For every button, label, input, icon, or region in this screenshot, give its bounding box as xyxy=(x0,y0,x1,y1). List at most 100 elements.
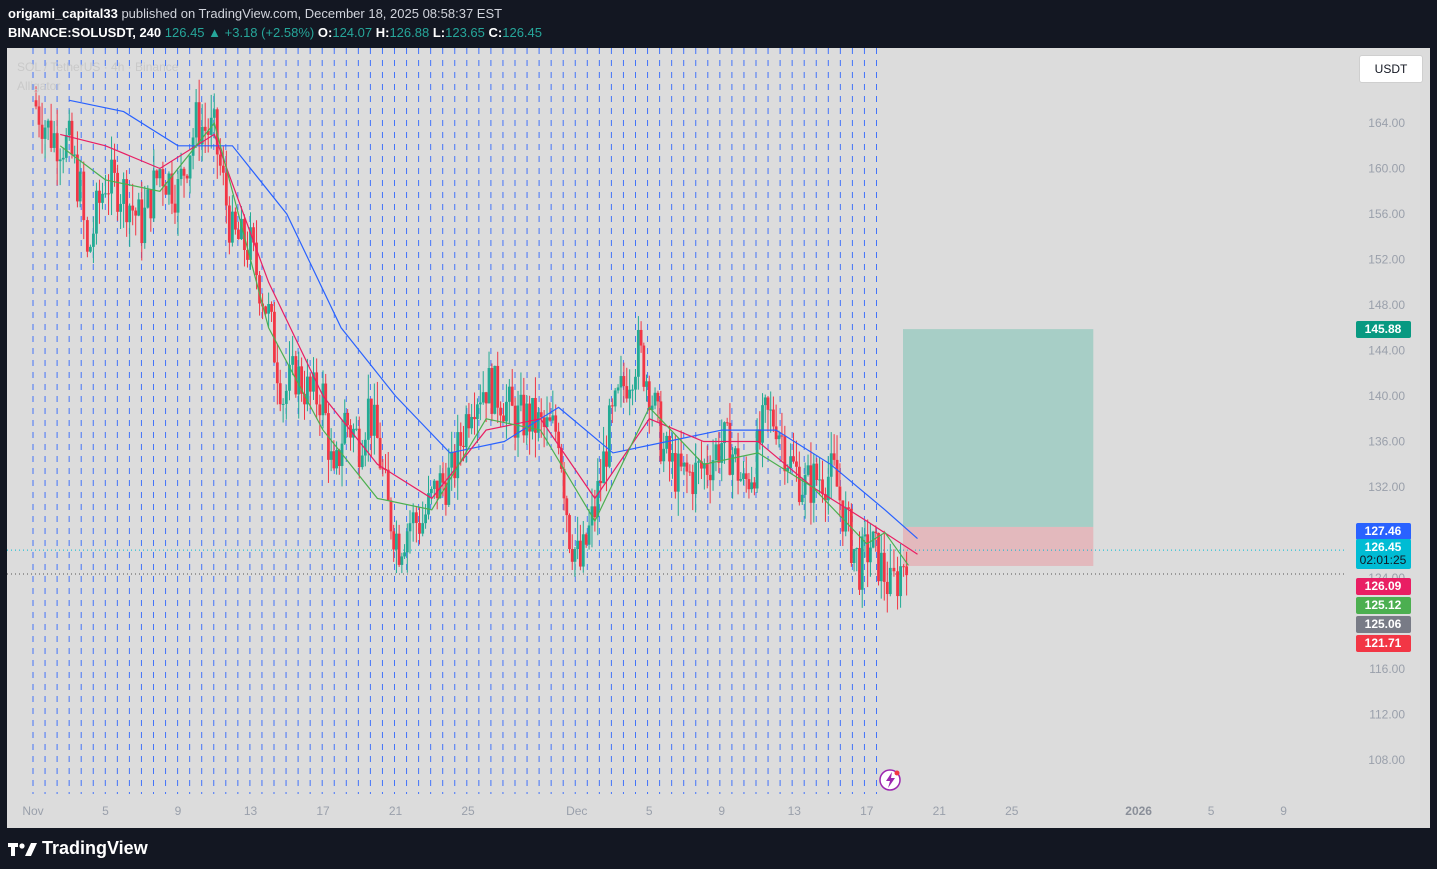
low-value: 123.65 xyxy=(445,25,485,40)
y-tick-label: 156.00 xyxy=(1368,207,1405,221)
candle-body xyxy=(303,393,306,405)
candle-body xyxy=(557,431,561,449)
candle-body xyxy=(705,463,709,475)
candle-body xyxy=(605,451,608,467)
candle-body xyxy=(58,159,62,162)
candle-body xyxy=(797,466,801,503)
candle-body xyxy=(318,404,322,416)
candle-body xyxy=(758,429,762,443)
currency-button[interactable]: USDT xyxy=(1359,55,1423,83)
candle-body xyxy=(739,479,743,481)
candle-body xyxy=(438,473,442,499)
candle-body xyxy=(435,480,439,499)
candle-body xyxy=(414,512,418,523)
price-change: ▲ +3.18 (+2.58%) xyxy=(208,25,315,40)
x-tick-label: 9 xyxy=(718,804,725,818)
candle-body xyxy=(61,157,65,160)
candle-body xyxy=(149,189,153,219)
flash-icon-bolt xyxy=(886,772,895,788)
candle-body xyxy=(188,155,192,179)
symbol-label[interactable]: BINANCE:SOLUSDT, 240 xyxy=(8,25,162,40)
candle-body xyxy=(343,412,347,444)
candle-body xyxy=(725,422,729,424)
candle-body xyxy=(545,417,549,427)
candle-body xyxy=(85,220,89,252)
candle-body xyxy=(98,190,101,203)
candle-body xyxy=(616,387,620,391)
candle-body xyxy=(613,390,617,407)
candle-body xyxy=(131,205,135,211)
candle-body xyxy=(37,106,41,125)
candle-body xyxy=(877,532,880,582)
candle-body xyxy=(332,451,336,469)
candle-body xyxy=(170,173,174,204)
candle-body xyxy=(453,451,457,479)
candle-body xyxy=(418,522,421,534)
candle-body xyxy=(493,365,497,414)
candle-body xyxy=(113,159,116,173)
candle-body xyxy=(464,414,468,448)
candle-body xyxy=(158,169,162,179)
chart-area[interactable]: 108.00112.00116.00120.00124.00128.00132.… xyxy=(7,48,1430,828)
price-label-box xyxy=(1356,635,1411,652)
candle-body xyxy=(691,472,695,495)
candle-body xyxy=(855,548,859,550)
price-label-box xyxy=(1356,523,1411,540)
price-chart[interactable]: 108.00112.00116.00120.00124.00128.00132.… xyxy=(7,48,1430,828)
candle-body xyxy=(548,417,552,421)
candle-body xyxy=(275,362,279,384)
candle-body xyxy=(459,432,463,446)
x-tick-label: 17 xyxy=(316,804,330,818)
candle-body xyxy=(902,566,906,568)
candle-body xyxy=(513,405,517,438)
candle-body xyxy=(197,102,201,145)
tradingview-logo-icon xyxy=(8,843,37,857)
candle-body xyxy=(528,403,532,432)
candle-body xyxy=(711,460,715,481)
candle-body xyxy=(747,479,751,490)
author-name[interactable]: origami_capital33 xyxy=(8,6,118,21)
candle-body xyxy=(462,445,465,448)
candle-body xyxy=(818,479,822,481)
y-tick-label: 132.00 xyxy=(1368,480,1405,494)
candle-body xyxy=(395,533,398,550)
candle-body xyxy=(531,397,534,432)
candle-body xyxy=(411,512,415,524)
candle-body xyxy=(885,581,889,595)
flash-icon-dot xyxy=(894,770,900,776)
x-tick-label: 9 xyxy=(175,804,182,818)
price-label: 145.88 xyxy=(1365,322,1402,336)
candle-body xyxy=(755,429,759,489)
legend-symbol: SOL / TetherUS · 4h · Binance xyxy=(17,60,179,74)
candle-body xyxy=(291,356,295,365)
candle-body xyxy=(143,207,147,244)
candle-body xyxy=(542,417,546,427)
price-label: 121.71 xyxy=(1365,636,1402,650)
candle-body xyxy=(386,469,390,501)
tradingview-brand[interactable]: TradingView xyxy=(8,838,148,859)
candle-body xyxy=(578,540,582,567)
candle-body xyxy=(717,444,721,463)
candle-body xyxy=(167,173,171,195)
alligator-teeth-line xyxy=(60,133,918,555)
candle-body xyxy=(714,444,718,461)
candle-body xyxy=(647,381,651,411)
candle-body xyxy=(43,127,47,139)
y-tick-label: 148.00 xyxy=(1368,298,1405,312)
candle-body xyxy=(237,229,240,240)
candle-body xyxy=(516,405,520,438)
candle-body xyxy=(346,412,350,426)
price-label-box xyxy=(1356,597,1411,614)
candle-body xyxy=(366,398,370,440)
candle-body xyxy=(155,170,159,179)
candle-body xyxy=(841,500,845,532)
candle-body xyxy=(766,397,770,410)
candle-body xyxy=(312,372,315,392)
candle-body xyxy=(581,534,585,567)
candle-body xyxy=(736,448,740,481)
x-tick-label: 9 xyxy=(1280,804,1287,818)
candle-body xyxy=(447,467,451,505)
x-tick-label: 13 xyxy=(244,804,258,818)
candle-body xyxy=(484,392,488,404)
candle-body xyxy=(444,482,448,505)
